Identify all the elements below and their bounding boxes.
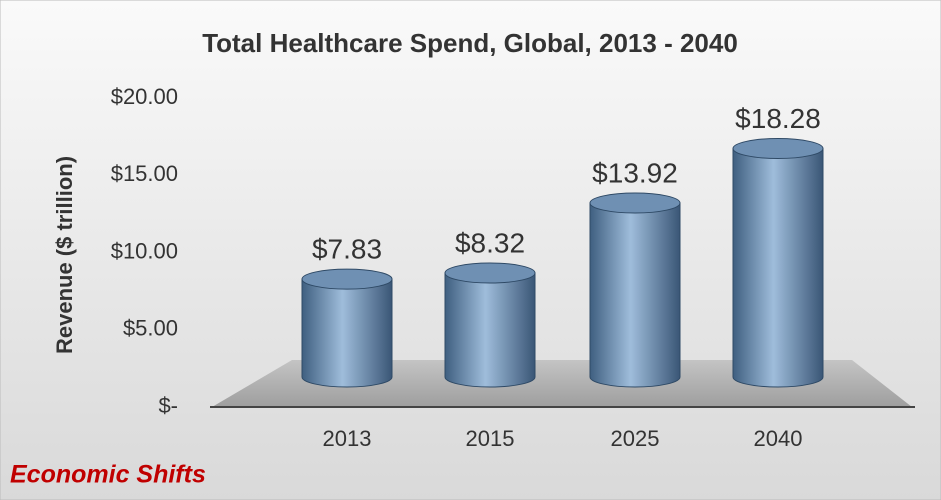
annotation: Economic Shifts [10, 461, 206, 489]
cylinder-top [301, 268, 393, 290]
value-label: $13.92 [592, 157, 678, 188]
bar [732, 138, 824, 388]
cylinder-body [444, 272, 536, 388]
y-tick-label: $- [158, 393, 178, 418]
x-tick-label: 2040 [754, 426, 803, 451]
cylinder-body [732, 148, 824, 388]
bar [301, 268, 393, 388]
x-tick-label: 2025 [611, 426, 660, 451]
cylinder-body [589, 202, 681, 388]
bar [589, 192, 681, 388]
cylinder-top [444, 262, 536, 284]
cylinder-body [301, 278, 393, 388]
chart-title: Total Healthcare Spend, Global, 2013 - 2… [202, 28, 738, 58]
y-tick-label: $10.00 [111, 238, 178, 263]
y-tick-label: $5.00 [123, 316, 178, 341]
value-label: $8.32 [455, 227, 525, 258]
value-label: $18.28 [735, 103, 821, 134]
y-tick-label: $15.00 [111, 161, 178, 186]
cylinder-top [732, 138, 824, 159]
y-axis-label: Revenue ($ trillion) [52, 156, 77, 354]
bar [444, 262, 536, 388]
x-tick-label: 2013 [323, 426, 372, 451]
x-tick-label: 2015 [466, 426, 515, 451]
value-label: $7.83 [312, 234, 382, 265]
y-tick-label: $20.00 [111, 84, 178, 109]
cylinder-top [589, 192, 681, 214]
